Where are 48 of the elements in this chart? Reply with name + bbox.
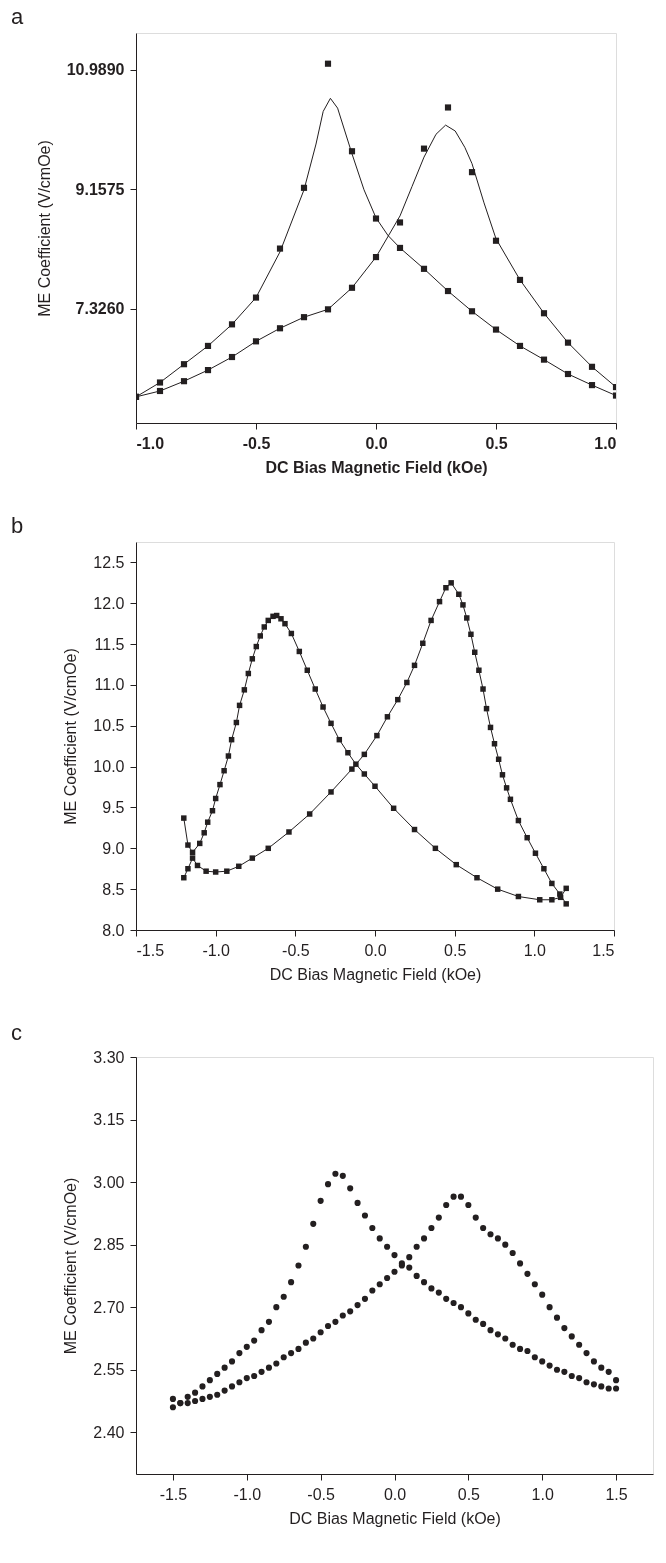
x-tick-label: 0.5	[444, 941, 467, 959]
y-tick-label: 2.40	[93, 1423, 125, 1441]
y-tick-label: 9.5	[102, 798, 125, 816]
x-tick-label: -0.5	[242, 434, 271, 452]
x-axis-title: DC Bias Magnetic Field (kOe)	[265, 458, 488, 476]
y-tick-label: 9.1575	[75, 180, 125, 198]
y-tick-label: 10.5	[93, 717, 125, 735]
x-tick-label: 0.0	[364, 941, 387, 959]
x-tick-label: -1.0	[202, 941, 231, 959]
x-tick-label: 1.0	[523, 941, 547, 959]
y-tick-label: 12.5	[93, 553, 125, 571]
x-tick-label: 1.0	[531, 1485, 554, 1503]
x-tick-label: 0.5	[457, 1485, 481, 1503]
x-tick-label: -1.0	[136, 434, 165, 452]
y-axis-title: ME Coefficient (V/cmOe)	[35, 140, 53, 317]
x-tick-label: -0.5	[307, 1485, 336, 1503]
x-tick-label: -1.5	[159, 1485, 188, 1503]
y-tick-label: 12.0	[93, 594, 125, 612]
y-tick-label: 3.15	[93, 1111, 125, 1129]
x-tick-label: 1.5	[592, 941, 615, 959]
x-axis-title: DC Bias Magnetic Field (kOe)	[289, 1509, 501, 1527]
y-tick-label: 2.85	[93, 1236, 125, 1254]
y-axis-title: ME Coefficient (V/cmOe)	[62, 648, 80, 825]
x-tick-label: -0.5	[282, 941, 310, 959]
y-tick-label: 8.5	[102, 880, 125, 898]
y-tick-label: 3.30	[93, 1048, 125, 1066]
x-tick-label: 0.5	[485, 434, 508, 452]
y-tick-label: 10.9890	[66, 61, 125, 79]
y-axis-title: ME Coefficient (V/cmOe)	[62, 1177, 80, 1355]
x-tick-label: -1.0	[233, 1485, 262, 1503]
y-tick-label: 7.3260	[75, 300, 125, 318]
y-tick-label: 3.00	[93, 1173, 125, 1191]
x-tick-label: 1.5	[605, 1485, 628, 1503]
chart-title: a	[11, 4, 24, 29]
y-tick-label: 2.55	[93, 1361, 125, 1379]
y-tick-label: 8.0	[102, 921, 125, 939]
y-tick-label: 11.0	[94, 676, 125, 694]
y-tick-label: 11.5	[94, 635, 125, 653]
x-axis-title: DC Bias Magnetic Field (kOe)	[269, 965, 482, 983]
x-tick-label: 0.0	[365, 434, 388, 452]
y-tick-label: 9.0	[102, 839, 125, 857]
x-tick-label: -1.5	[136, 941, 165, 959]
chart-title: c	[11, 1020, 22, 1045]
y-tick-label: 10.0	[93, 758, 125, 776]
y-tick-label: 2.70	[93, 1298, 125, 1316]
x-tick-label: 1.0	[594, 434, 617, 452]
chart-title: b	[11, 513, 24, 538]
x-tick-label: 0.0	[383, 1485, 407, 1503]
